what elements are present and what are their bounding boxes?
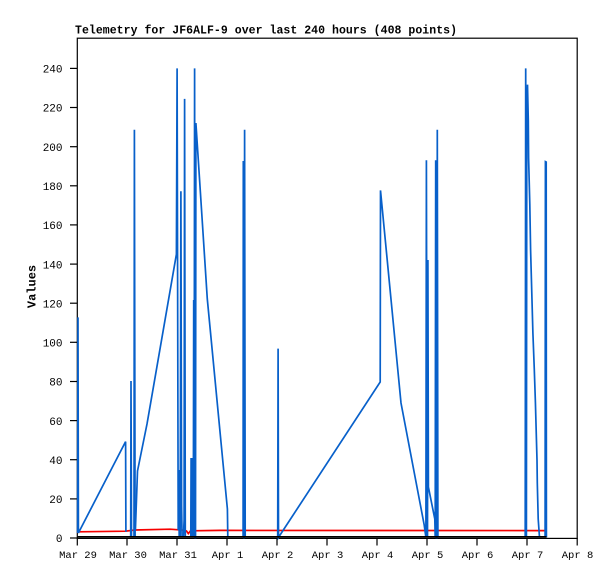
- svg-text:140: 140: [43, 260, 63, 272]
- svg-text:240: 240: [43, 65, 63, 77]
- svg-text:Apr 5: Apr 5: [412, 550, 444, 562]
- svg-text:120: 120: [43, 299, 63, 311]
- svg-text:Telemetry for JF6ALF-9 over la: Telemetry for JF6ALF-9 over last 240 hou…: [75, 25, 457, 38]
- svg-text:200: 200: [43, 143, 63, 155]
- svg-text:60: 60: [49, 417, 62, 429]
- svg-text:100: 100: [43, 339, 63, 351]
- svg-text:Apr 8: Apr 8: [562, 550, 594, 562]
- svg-text:Values: Values: [26, 265, 40, 308]
- svg-text:Apr 3: Apr 3: [312, 550, 344, 562]
- svg-text:Apr 6: Apr 6: [462, 550, 494, 562]
- svg-text:Apr 7: Apr 7: [512, 550, 544, 562]
- svg-text:Apr 4: Apr 4: [362, 550, 394, 562]
- svg-text:Mar 29: Mar 29: [59, 550, 97, 562]
- svg-text:160: 160: [43, 221, 63, 233]
- svg-text:Apr 1: Apr 1: [212, 550, 244, 562]
- svg-text:20: 20: [49, 495, 62, 507]
- svg-text:Apr 2: Apr 2: [262, 550, 294, 562]
- svg-text:Mar 31: Mar 31: [159, 550, 197, 562]
- svg-text:80: 80: [49, 378, 62, 390]
- svg-text:Mar 30: Mar 30: [109, 550, 147, 562]
- svg-text:180: 180: [43, 182, 63, 194]
- svg-text:40: 40: [49, 456, 62, 468]
- svg-text:0: 0: [56, 534, 63, 546]
- svg-text:220: 220: [43, 104, 63, 116]
